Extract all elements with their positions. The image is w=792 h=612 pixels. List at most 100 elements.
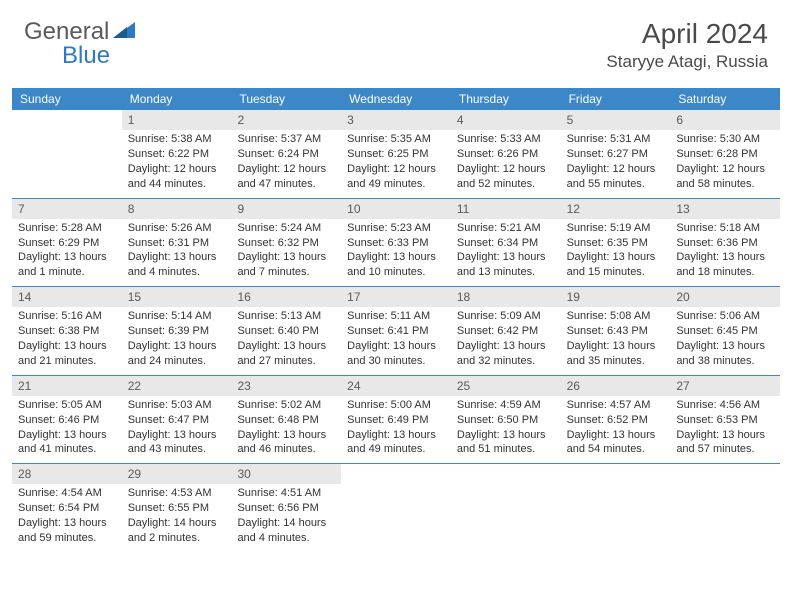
month-title: April 2024 bbox=[606, 18, 768, 50]
day-number: 30 bbox=[231, 464, 341, 484]
day-number: 1 bbox=[122, 110, 232, 130]
day-body: Sunrise: 4:51 AMSunset: 6:56 PMDaylight:… bbox=[231, 484, 341, 551]
sunrise-text: Sunrise: 5:08 AM bbox=[567, 309, 665, 324]
day-cell: . bbox=[341, 464, 451, 552]
day-cell: 23Sunrise: 5:02 AMSunset: 6:48 PMDayligh… bbox=[231, 376, 341, 464]
sunrise-text: Sunrise: 5:26 AM bbox=[128, 221, 226, 236]
daylight-text: Daylight: 13 hours and 21 minutes. bbox=[18, 339, 116, 369]
day-body: Sunrise: 5:18 AMSunset: 6:36 PMDaylight:… bbox=[670, 219, 780, 286]
day-number: 3 bbox=[341, 110, 451, 130]
day-cell: 16Sunrise: 5:13 AMSunset: 6:40 PMDayligh… bbox=[231, 287, 341, 375]
sunset-text: Sunset: 6:24 PM bbox=[237, 147, 335, 162]
daylight-text: Daylight: 13 hours and 7 minutes. bbox=[237, 250, 335, 280]
sunrise-text: Sunrise: 5:19 AM bbox=[567, 221, 665, 236]
day-body: Sunrise: 5:13 AMSunset: 6:40 PMDaylight:… bbox=[231, 307, 341, 374]
day-number: 27 bbox=[670, 376, 780, 396]
day-body: Sunrise: 4:54 AMSunset: 6:54 PMDaylight:… bbox=[12, 484, 122, 551]
sunrise-text: Sunrise: 5:28 AM bbox=[18, 221, 116, 236]
day-cell: 18Sunrise: 5:09 AMSunset: 6:42 PMDayligh… bbox=[451, 287, 561, 375]
sunset-text: Sunset: 6:35 PM bbox=[567, 236, 665, 251]
day-number: 9 bbox=[231, 199, 341, 219]
daylight-text: Daylight: 13 hours and 46 minutes. bbox=[237, 428, 335, 458]
day-cell: 2Sunrise: 5:37 AMSunset: 6:24 PMDaylight… bbox=[231, 110, 341, 198]
week-row: 28Sunrise: 4:54 AMSunset: 6:54 PMDayligh… bbox=[12, 463, 780, 552]
day-cell: . bbox=[12, 110, 122, 198]
day-body: Sunrise: 5:14 AMSunset: 6:39 PMDaylight:… bbox=[122, 307, 232, 374]
sunset-text: Sunset: 6:42 PM bbox=[457, 324, 555, 339]
weekday-monday: Monday bbox=[122, 88, 232, 110]
day-cell: 6Sunrise: 5:30 AMSunset: 6:28 PMDaylight… bbox=[670, 110, 780, 198]
day-number: 23 bbox=[231, 376, 341, 396]
day-cell: 9Sunrise: 5:24 AMSunset: 6:32 PMDaylight… bbox=[231, 199, 341, 287]
day-body: Sunrise: 5:11 AMSunset: 6:41 PMDaylight:… bbox=[341, 307, 451, 374]
weekday-saturday: Saturday bbox=[670, 88, 780, 110]
day-body: Sunrise: 4:57 AMSunset: 6:52 PMDaylight:… bbox=[561, 396, 671, 463]
day-cell: 13Sunrise: 5:18 AMSunset: 6:36 PMDayligh… bbox=[670, 199, 780, 287]
sunset-text: Sunset: 6:27 PM bbox=[567, 147, 665, 162]
daylight-text: Daylight: 13 hours and 1 minute. bbox=[18, 250, 116, 280]
day-body: Sunrise: 4:59 AMSunset: 6:50 PMDaylight:… bbox=[451, 396, 561, 463]
day-cell: 15Sunrise: 5:14 AMSunset: 6:39 PMDayligh… bbox=[122, 287, 232, 375]
day-cell: . bbox=[670, 464, 780, 552]
daylight-text: Daylight: 12 hours and 52 minutes. bbox=[457, 162, 555, 192]
daylight-text: Daylight: 13 hours and 10 minutes. bbox=[347, 250, 445, 280]
sunset-text: Sunset: 6:32 PM bbox=[237, 236, 335, 251]
day-number: 22 bbox=[122, 376, 232, 396]
day-body: Sunrise: 5:37 AMSunset: 6:24 PMDaylight:… bbox=[231, 130, 341, 197]
calendar: SundayMondayTuesdayWednesdayThursdayFrid… bbox=[12, 88, 780, 552]
sunrise-text: Sunrise: 5:38 AM bbox=[128, 132, 226, 147]
day-body: Sunrise: 5:31 AMSunset: 6:27 PMDaylight:… bbox=[561, 130, 671, 197]
daylight-text: Daylight: 12 hours and 58 minutes. bbox=[676, 162, 774, 192]
day-cell: 7Sunrise: 5:28 AMSunset: 6:29 PMDaylight… bbox=[12, 199, 122, 287]
weekday-header-row: SundayMondayTuesdayWednesdayThursdayFrid… bbox=[12, 88, 780, 110]
sunset-text: Sunset: 6:40 PM bbox=[237, 324, 335, 339]
day-cell: 25Sunrise: 4:59 AMSunset: 6:50 PMDayligh… bbox=[451, 376, 561, 464]
sunrise-text: Sunrise: 5:05 AM bbox=[18, 398, 116, 413]
sunset-text: Sunset: 6:34 PM bbox=[457, 236, 555, 251]
sunrise-text: Sunrise: 4:51 AM bbox=[237, 486, 335, 501]
week-row: 14Sunrise: 5:16 AMSunset: 6:38 PMDayligh… bbox=[12, 286, 780, 375]
sunrise-text: Sunrise: 5:13 AM bbox=[237, 309, 335, 324]
daylight-text: Daylight: 13 hours and 27 minutes. bbox=[237, 339, 335, 369]
day-cell: 26Sunrise: 4:57 AMSunset: 6:52 PMDayligh… bbox=[561, 376, 671, 464]
logo-text-2: Blue bbox=[62, 42, 110, 70]
day-body: Sunrise: 5:03 AMSunset: 6:47 PMDaylight:… bbox=[122, 396, 232, 463]
sunset-text: Sunset: 6:56 PM bbox=[237, 501, 335, 516]
sunset-text: Sunset: 6:49 PM bbox=[347, 413, 445, 428]
day-cell: 1Sunrise: 5:38 AMSunset: 6:22 PMDaylight… bbox=[122, 110, 232, 198]
day-number: 29 bbox=[122, 464, 232, 484]
day-cell: 5Sunrise: 5:31 AMSunset: 6:27 PMDaylight… bbox=[561, 110, 671, 198]
day-number: 13 bbox=[670, 199, 780, 219]
location: Staryye Atagi, Russia bbox=[606, 52, 768, 72]
daylight-text: Daylight: 13 hours and 38 minutes. bbox=[676, 339, 774, 369]
header: General Blue April 2024 Staryye Atagi, R… bbox=[0, 0, 792, 82]
daylight-text: Daylight: 14 hours and 2 minutes. bbox=[128, 516, 226, 546]
sunrise-text: Sunrise: 5:31 AM bbox=[567, 132, 665, 147]
daylight-text: Daylight: 13 hours and 15 minutes. bbox=[567, 250, 665, 280]
day-number: 6 bbox=[670, 110, 780, 130]
sunrise-text: Sunrise: 4:59 AM bbox=[457, 398, 555, 413]
day-body: Sunrise: 5:21 AMSunset: 6:34 PMDaylight:… bbox=[451, 219, 561, 286]
weekday-wednesday: Wednesday bbox=[341, 88, 451, 110]
daylight-text: Daylight: 12 hours and 47 minutes. bbox=[237, 162, 335, 192]
daylight-text: Daylight: 12 hours and 55 minutes. bbox=[567, 162, 665, 192]
sunset-text: Sunset: 6:50 PM bbox=[457, 413, 555, 428]
day-cell: 24Sunrise: 5:00 AMSunset: 6:49 PMDayligh… bbox=[341, 376, 451, 464]
sunrise-text: Sunrise: 5:33 AM bbox=[457, 132, 555, 147]
sunset-text: Sunset: 6:53 PM bbox=[676, 413, 774, 428]
day-number: 26 bbox=[561, 376, 671, 396]
sunset-text: Sunset: 6:31 PM bbox=[128, 236, 226, 251]
day-cell: 30Sunrise: 4:51 AMSunset: 6:56 PMDayligh… bbox=[231, 464, 341, 552]
daylight-text: Daylight: 13 hours and 32 minutes. bbox=[457, 339, 555, 369]
logo-triangle-icon bbox=[113, 20, 135, 45]
day-cell: . bbox=[561, 464, 671, 552]
day-number: 7 bbox=[12, 199, 122, 219]
daylight-text: Daylight: 13 hours and 18 minutes. bbox=[676, 250, 774, 280]
weekday-tuesday: Tuesday bbox=[231, 88, 341, 110]
sunrise-text: Sunrise: 5:35 AM bbox=[347, 132, 445, 147]
daylight-text: Daylight: 13 hours and 24 minutes. bbox=[128, 339, 226, 369]
day-number: 16 bbox=[231, 287, 341, 307]
day-number: 17 bbox=[341, 287, 451, 307]
day-number: 14 bbox=[12, 287, 122, 307]
day-number: 19 bbox=[561, 287, 671, 307]
